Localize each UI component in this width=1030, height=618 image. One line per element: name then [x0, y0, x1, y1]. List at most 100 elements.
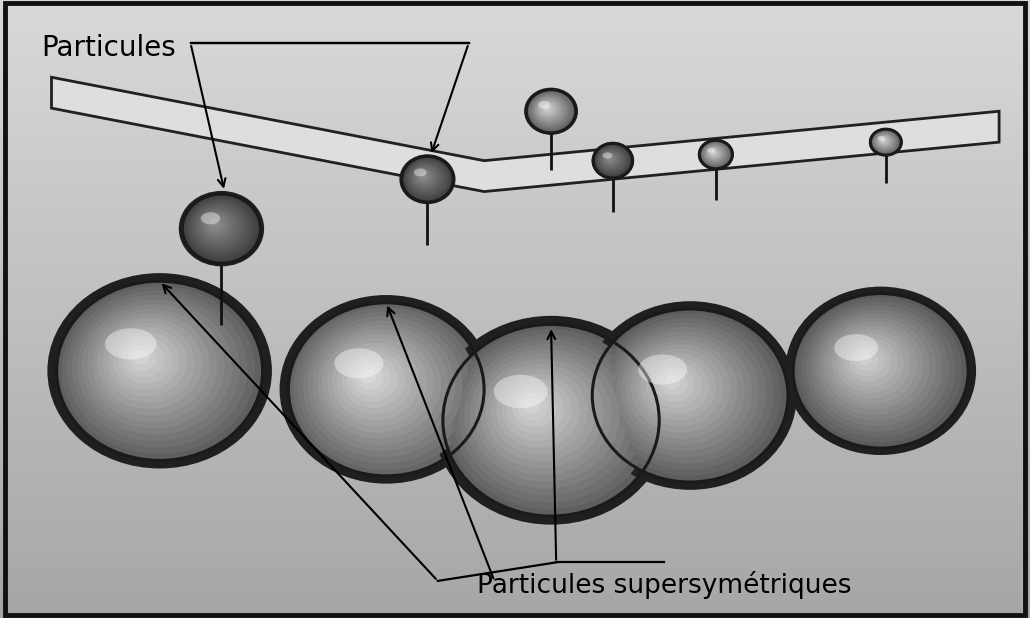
Ellipse shape	[540, 102, 556, 116]
Ellipse shape	[707, 147, 721, 159]
Ellipse shape	[420, 174, 424, 177]
Bar	[0, 478, 1030, 482]
Ellipse shape	[408, 162, 444, 194]
Ellipse shape	[502, 379, 572, 441]
Bar	[0, 305, 1030, 309]
Ellipse shape	[854, 349, 879, 371]
Bar	[0, 95, 1030, 99]
Ellipse shape	[303, 316, 462, 457]
Bar	[0, 235, 1030, 239]
Bar	[0, 371, 1030, 375]
Bar	[0, 280, 1030, 284]
Bar	[0, 507, 1030, 511]
Bar	[0, 284, 1030, 289]
Bar	[0, 247, 1030, 252]
Bar	[0, 379, 1030, 383]
Ellipse shape	[475, 354, 612, 475]
Bar	[0, 338, 1030, 342]
Bar	[0, 20, 1030, 25]
Ellipse shape	[360, 370, 376, 383]
Ellipse shape	[335, 349, 383, 379]
Ellipse shape	[874, 133, 894, 150]
Bar	[0, 243, 1030, 247]
Ellipse shape	[102, 323, 195, 403]
Bar	[0, 416, 1030, 420]
Ellipse shape	[524, 88, 578, 135]
Bar	[0, 222, 1030, 227]
Bar	[0, 334, 1030, 338]
Bar	[0, 239, 1030, 243]
Bar	[0, 548, 1030, 552]
Ellipse shape	[538, 101, 550, 109]
Bar	[0, 610, 1030, 614]
Ellipse shape	[93, 313, 210, 416]
Ellipse shape	[699, 140, 732, 169]
Ellipse shape	[535, 98, 563, 122]
Bar	[0, 49, 1030, 54]
Ellipse shape	[664, 376, 680, 389]
Ellipse shape	[434, 316, 668, 525]
Bar	[0, 462, 1030, 465]
Bar	[0, 465, 1030, 470]
Bar	[0, 181, 1030, 185]
Bar	[0, 17, 1030, 20]
Ellipse shape	[703, 144, 726, 164]
Bar	[0, 111, 1030, 116]
Ellipse shape	[414, 168, 435, 186]
Ellipse shape	[706, 145, 724, 162]
Bar	[0, 428, 1030, 433]
Bar	[0, 161, 1030, 165]
Bar	[0, 433, 1030, 437]
Ellipse shape	[201, 212, 220, 224]
Ellipse shape	[873, 132, 897, 151]
Ellipse shape	[88, 309, 217, 422]
Bar	[0, 474, 1030, 478]
Bar	[0, 387, 1030, 391]
Bar	[0, 412, 1030, 416]
Ellipse shape	[528, 92, 572, 130]
Bar	[0, 354, 1030, 358]
Ellipse shape	[356, 365, 383, 389]
Ellipse shape	[533, 95, 566, 125]
Ellipse shape	[811, 310, 942, 426]
Bar	[0, 231, 1030, 235]
Ellipse shape	[47, 273, 272, 468]
Bar	[0, 309, 1030, 313]
Bar	[0, 289, 1030, 292]
Bar	[0, 91, 1030, 95]
Ellipse shape	[400, 154, 455, 204]
Ellipse shape	[641, 353, 716, 420]
Bar	[0, 218, 1030, 222]
Ellipse shape	[523, 398, 540, 413]
Bar	[0, 78, 1030, 82]
Ellipse shape	[700, 141, 731, 167]
Bar	[0, 527, 1030, 531]
Bar	[0, 350, 1030, 354]
Bar	[0, 124, 1030, 128]
Bar	[0, 177, 1030, 181]
Ellipse shape	[82, 304, 225, 428]
Ellipse shape	[404, 159, 449, 199]
Ellipse shape	[526, 90, 576, 133]
Ellipse shape	[655, 366, 694, 402]
Bar	[0, 119, 1030, 124]
Bar	[0, 252, 1030, 255]
Bar	[0, 581, 1030, 585]
Bar	[0, 268, 1030, 272]
Bar	[0, 437, 1030, 441]
Ellipse shape	[107, 327, 187, 397]
Bar	[0, 210, 1030, 214]
Bar	[0, 185, 1030, 190]
Ellipse shape	[298, 311, 470, 464]
Ellipse shape	[496, 374, 580, 447]
Ellipse shape	[595, 145, 629, 176]
Ellipse shape	[288, 303, 484, 476]
Bar	[0, 470, 1030, 474]
Bar	[0, 515, 1030, 519]
Bar	[0, 342, 1030, 346]
Ellipse shape	[196, 206, 240, 246]
Ellipse shape	[470, 349, 620, 482]
Bar	[0, 140, 1030, 144]
Ellipse shape	[596, 146, 628, 174]
Bar	[0, 193, 1030, 198]
